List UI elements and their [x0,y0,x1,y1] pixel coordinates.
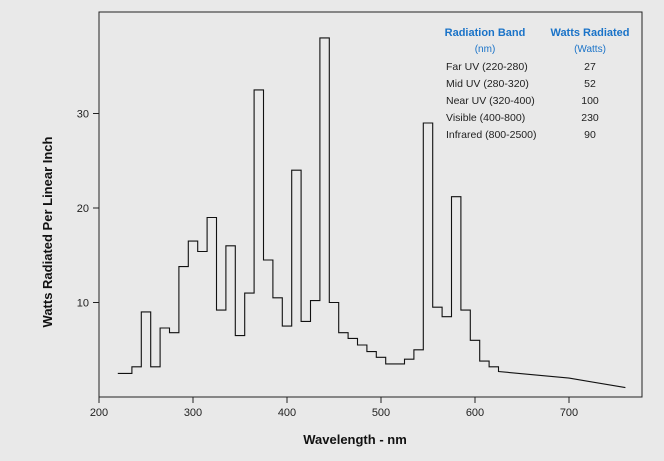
table-subheader-watts: (Watts) [574,44,606,55]
x-tick-label: 400 [278,407,296,419]
y-axis-ticks: 10 20 30 [77,109,99,310]
x-tick-label: 300 [184,407,202,419]
table-row-band: Mid UV (280-320) [446,78,529,90]
table-row-band: Near UV (320-400) [446,95,535,107]
x-axis-title: Wavelength - nm [303,432,407,447]
table-subheader-nm: (nm) [475,44,496,55]
x-tick-label: 500 [372,407,390,419]
y-axis-title: Watts Radiated Per Linear Inch [40,136,55,327]
y-tick-label: 30 [77,109,89,121]
table-row-watts: 230 [581,112,599,124]
series-line [117,37,626,389]
table-header-watts: Watts Radiated [550,27,629,39]
x-tick-label: 600 [466,407,484,419]
plot-frame [98,11,643,398]
x-tick-label: 700 [560,407,578,419]
table-row-band: Visible (400-800) [446,112,525,124]
table-row-watts: 27 [584,61,596,73]
data-table: Radiation Band Watts Radiated (nm) (Watt… [445,27,630,141]
y-tick-label: 10 [77,298,89,310]
x-tick-label: 200 [90,407,108,419]
y-tick-label: 20 [77,203,89,215]
table-row-watts: 100 [581,95,599,107]
table-row-band: Far UV (220-280) [446,61,528,73]
table-row-band: Infrared (800-2500) [446,129,536,141]
table-row-watts: 52 [584,78,596,90]
table-header-band: Radiation Band [445,27,526,39]
table-row-watts: 90 [584,129,596,141]
x-axis-ticks: 200 300 400 500 600 700 [90,397,578,419]
